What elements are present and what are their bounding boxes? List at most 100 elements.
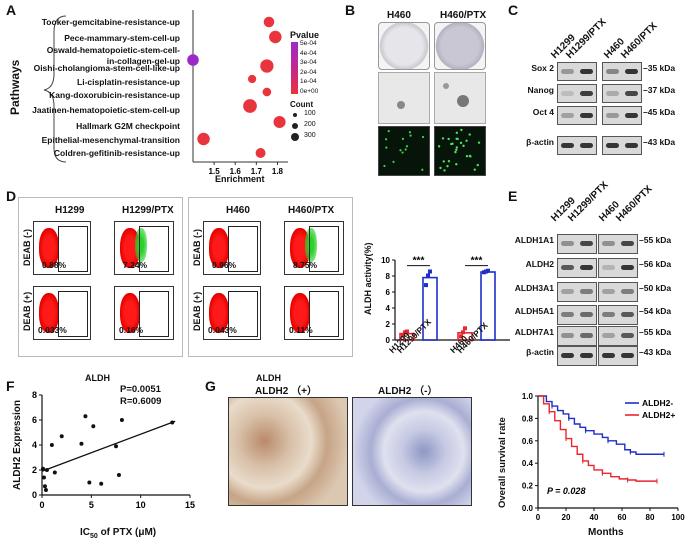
enrichment-point-3 xyxy=(260,59,274,73)
pvalue-tick-2: 3e-04 xyxy=(300,59,317,66)
pathways-axis-label: Pathways xyxy=(8,59,22,115)
enrichment-point-2 xyxy=(187,54,199,66)
facs-row-label-1-1: DEAB (+) xyxy=(192,291,202,331)
pathway-label-3: in-collagen-gel-up xyxy=(106,56,180,66)
pathway-label-1: Pece-mammary-stem-cell-up xyxy=(64,33,180,43)
fluo-dot-left-3 xyxy=(383,164,386,168)
fluo-dot-left-11 xyxy=(421,168,424,171)
e-band-2-2 xyxy=(602,289,615,294)
e-band-4-0 xyxy=(561,333,574,338)
pathway-label-7: Jaatinen-hematopoietic-stem-cell-up xyxy=(32,105,180,115)
enrichment-point-5 xyxy=(262,87,272,97)
facs-plot-1-1: 0.16% xyxy=(114,286,174,340)
facs-percent-0-1: 0.033% xyxy=(38,325,67,335)
enrichment-point-4 xyxy=(247,74,257,84)
panel-letter-e: E xyxy=(508,188,518,204)
c-band-3-0 xyxy=(561,142,574,148)
fluo-dot-left-4 xyxy=(405,145,409,148)
c-lane-3: H460/PTX xyxy=(619,20,660,62)
facs-population-0-1 xyxy=(39,293,59,333)
f-ytick-label-1: 2 xyxy=(32,465,37,475)
fluo-dot-left-1 xyxy=(384,138,388,141)
e-band-0-1 xyxy=(580,241,593,246)
e-protein-1: ALDH2 xyxy=(525,259,554,269)
c-band-3-1 xyxy=(580,142,593,148)
km-xtick-label-0: 0 xyxy=(536,513,541,522)
count-legend-dot-1 xyxy=(292,123,298,129)
e-blot-3-1 xyxy=(598,305,638,325)
f-xtick-label-0: 0 xyxy=(39,500,44,510)
sig-stars-1: *** xyxy=(471,256,483,267)
facs-gate-0-1 xyxy=(58,291,88,337)
aldh-activity-axis-label: ALDH activity(%) xyxy=(363,242,373,315)
e-blot-0-0 xyxy=(557,234,597,254)
enrichment-tick-label-1: 1.6 xyxy=(230,167,242,176)
ihc-image-aldh2-positive xyxy=(228,397,348,506)
facs-col-label-0: H1299 xyxy=(55,205,85,216)
facs-gate-1-1 xyxy=(139,291,169,337)
aldh-point-1-0 xyxy=(424,283,428,288)
f-point-13 xyxy=(114,444,118,449)
f-point-6 xyxy=(52,470,57,475)
e-band-5-1 xyxy=(580,353,593,358)
e-band-1-3 xyxy=(621,265,634,270)
fluo-dot-left-2 xyxy=(399,149,402,152)
aldh-bar-1 xyxy=(422,276,438,341)
fluorescence-dots xyxy=(383,128,481,172)
fluo-dot-right-4 xyxy=(459,141,463,145)
c-band-2-1 xyxy=(580,112,593,118)
km-ytick-label-4: 0.8 xyxy=(522,414,534,423)
aldh-point-0-2 xyxy=(405,329,409,334)
fluo-dot-left-13 xyxy=(421,135,425,139)
count-legend-dot-2 xyxy=(291,133,299,141)
aldh-point-3-2 xyxy=(486,268,490,273)
e-band-0-2 xyxy=(602,241,615,246)
bar-ytick-label-0: 0 xyxy=(386,336,391,345)
e-blot-4-1 xyxy=(598,326,638,346)
aldh-activity-bar-chart: 0 2 4 6 8 10 *** *** xyxy=(381,256,510,345)
c-blot-2-0 xyxy=(557,106,597,125)
f-point-10 xyxy=(87,480,92,485)
bar-ytick-label-5: 10 xyxy=(381,256,390,265)
f-point-0 xyxy=(40,466,45,471)
km-legend-label-0: ALDH2- xyxy=(642,398,673,408)
km-axis-label-x: Months xyxy=(588,527,624,538)
c-band-1-2 xyxy=(606,90,619,96)
facs-plot-3-0: 8.75% xyxy=(284,221,344,275)
aldh2-expression-axis-label: ALDH2 Expression xyxy=(12,399,23,490)
facs-percent-3-1: 0.11% xyxy=(289,325,313,335)
fluorescence-image-h460ptx xyxy=(434,126,486,176)
e-protein-5: β-actin xyxy=(526,347,554,357)
b-col-h460: H460 xyxy=(387,10,411,21)
facs-plot-0-0: 0.88% xyxy=(33,221,91,275)
e-protein-0: ALDH1A1 xyxy=(514,235,554,245)
facs-gate-0-0 xyxy=(58,226,88,272)
enrichment-point-8 xyxy=(197,132,210,146)
e-protein-4: ALDH7A1 xyxy=(514,327,554,337)
facs-population-1-1 xyxy=(120,293,140,333)
e-band-3-0 xyxy=(561,312,574,317)
f-point-14 xyxy=(116,473,121,477)
fluo-dot-right-13 xyxy=(455,131,459,134)
f-ytick-label-0: 0 xyxy=(32,490,37,500)
pathway-label-6: Kang-doxorubicin-resistance-up xyxy=(49,90,180,100)
km-axis-label-y: Overall survival rate xyxy=(497,417,508,508)
pathway-label-4: Oishi-cholangioma-stem-cell-like-up xyxy=(33,63,180,73)
fluo-dot-left-9 xyxy=(404,148,407,151)
enrichment-tick-label-3: 1.8 xyxy=(272,167,284,176)
pvalue-tick-4: 1e-04 xyxy=(300,78,317,85)
aldh-point-0-0 xyxy=(401,333,405,338)
fluo-dot-right-15 xyxy=(465,154,469,158)
c-band-2-0 xyxy=(561,112,574,118)
c-blot-2-1 xyxy=(602,106,642,125)
e-blot-1-0 xyxy=(557,258,597,278)
fluo-dot-right-14 xyxy=(437,145,441,148)
c-band-0-2 xyxy=(606,68,619,74)
aldh2-ic50-scatter: 0 2 4 6 8 0 5 10 15 xyxy=(32,390,195,510)
e-lane-3: H460/PTX xyxy=(614,183,655,224)
c-band-0-1 xyxy=(580,68,593,74)
aldh-point-1-1 xyxy=(426,273,430,278)
fluo-dot-right-19 xyxy=(455,146,459,149)
colony-dish-h460ptx xyxy=(434,22,486,70)
f-ytick-label-4: 8 xyxy=(32,390,37,400)
